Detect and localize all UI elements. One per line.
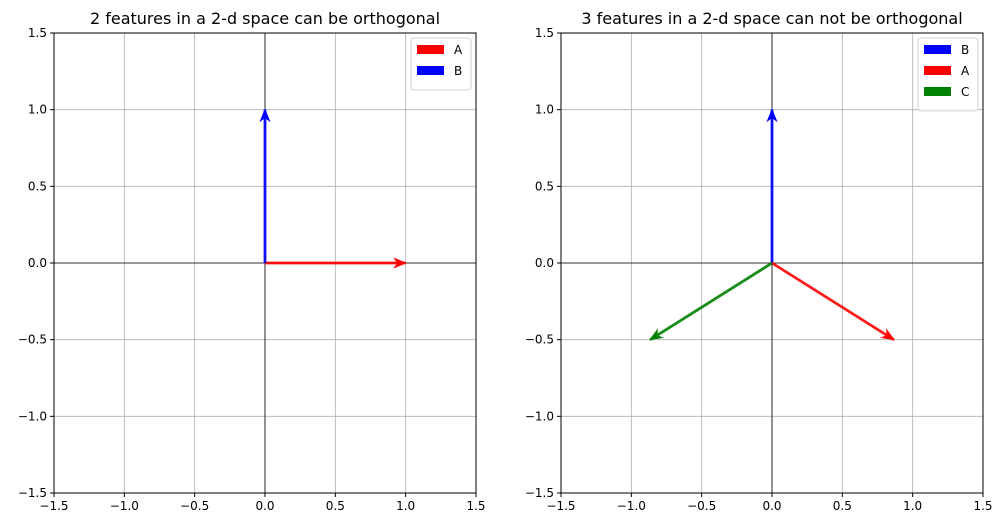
legend-label: C: [961, 85, 969, 99]
y-tick-label: −0.5: [525, 333, 554, 347]
vector-arrow-a: [771, 261, 896, 341]
x-tick-label: 1.0: [903, 499, 922, 513]
legend-swatch: [417, 45, 444, 54]
chart-title: 3 features in a 2-d space can not be ort…: [581, 9, 962, 28]
x-tick-label: 0.0: [762, 499, 781, 513]
y-tick-label: 1.0: [535, 103, 554, 117]
y-tick-label: −0.5: [18, 333, 47, 347]
legend-swatch: [924, 87, 951, 96]
y-tick-label: 0.5: [28, 179, 47, 193]
legend-swatch: [417, 66, 444, 75]
y-tick-label: −1.5: [18, 486, 47, 500]
legend-label: B: [961, 43, 969, 57]
y-tick-label: −1.0: [18, 409, 47, 423]
x-tick-label: 0.5: [833, 499, 852, 513]
y-tick-label: 0.5: [535, 179, 554, 193]
x-tick-label: 1.5: [973, 499, 992, 513]
legend-swatch: [924, 66, 951, 75]
legend-label: A: [454, 43, 463, 57]
chart-title: 2 features in a 2-d space can be orthogo…: [90, 9, 440, 28]
y-tick-label: 0.0: [535, 256, 554, 270]
x-tick-label: −1.0: [617, 499, 646, 513]
x-tick-label: −0.5: [687, 499, 716, 513]
y-tick-label: 0.0: [28, 256, 47, 270]
chart-panel-left: −1.5−1.5 −1.0 −1.0 −0.5 −0.5 0.0 0.0 0.5 0.5 1.0 1…: [18, 9, 486, 513]
y-tick-label: 1.0: [28, 103, 47, 117]
legend-swatch: [924, 45, 951, 54]
legend: AB: [410, 37, 472, 91]
x-tick-label: −1.0: [110, 499, 139, 513]
vector-arrow-c: [648, 261, 773, 341]
x-tick-label: −1.5: [39, 499, 68, 513]
x-tick-label: 0.0: [255, 499, 274, 513]
y-tick-label: −1.5: [525, 486, 554, 500]
chart-panel-right: −1.5−1.5 −1.0 −1.0 −0.5 −0.5 0.0 0.0 0.5 0.5 1.0 1…: [525, 9, 993, 513]
y-tick-label: 1.5: [28, 26, 47, 40]
legend-label: B: [454, 64, 462, 78]
legend-label: A: [961, 64, 970, 78]
x-tick-label: 1.0: [396, 499, 415, 513]
y-tick-label: 1.5: [535, 26, 554, 40]
x-tick-label: 0.5: [326, 499, 345, 513]
x-tick-label: −1.5: [546, 499, 575, 513]
y-tick-label: −1.0: [525, 409, 554, 423]
x-tick-label: 1.5: [466, 499, 485, 513]
x-tick-label: −0.5: [180, 499, 209, 513]
legend: BAC: [917, 37, 979, 112]
